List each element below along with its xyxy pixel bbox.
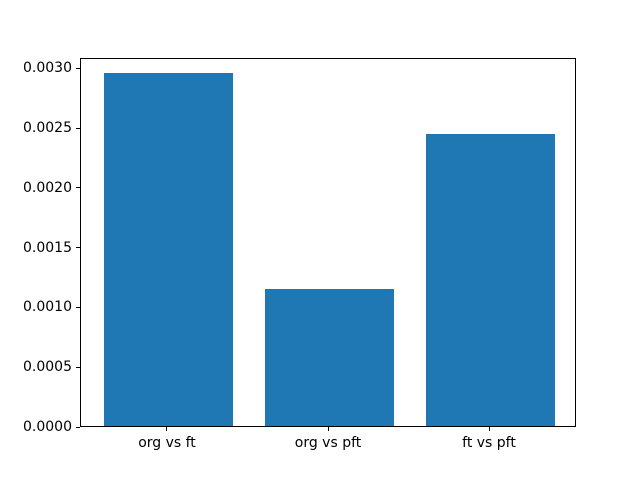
- x-axis-tick-label: org vs pft: [294, 435, 362, 451]
- x-tick-mark: [328, 427, 329, 431]
- y-tick-mark: [76, 128, 80, 129]
- bar: [104, 73, 233, 426]
- y-tick-mark: [76, 187, 80, 188]
- y-axis-tick-label: 0.0025: [23, 120, 72, 136]
- y-axis-tick-label: 0.0005: [23, 359, 72, 375]
- x-tick-mark: [489, 427, 490, 431]
- bar: [265, 289, 394, 426]
- y-tick-mark: [76, 367, 80, 368]
- y-tick-mark: [76, 427, 80, 428]
- y-tick-mark: [76, 68, 80, 69]
- y-axis-tick-label: 0.0000: [23, 419, 72, 435]
- y-axis-tick-label: 0.0020: [23, 180, 72, 196]
- x-axis-tick-label: org vs ft: [138, 435, 196, 451]
- y-tick-mark: [76, 307, 80, 308]
- plot-area: [80, 58, 576, 427]
- y-tick-mark: [76, 247, 80, 248]
- y-axis-tick-label: 0.0010: [23, 299, 72, 315]
- y-axis-tick-label: 0.0030: [23, 60, 72, 76]
- y-axis-tick-label: 0.0015: [23, 240, 72, 256]
- x-axis-tick-label: ft vs pft: [462, 435, 516, 451]
- bar: [426, 134, 555, 426]
- x-tick-mark: [166, 427, 167, 431]
